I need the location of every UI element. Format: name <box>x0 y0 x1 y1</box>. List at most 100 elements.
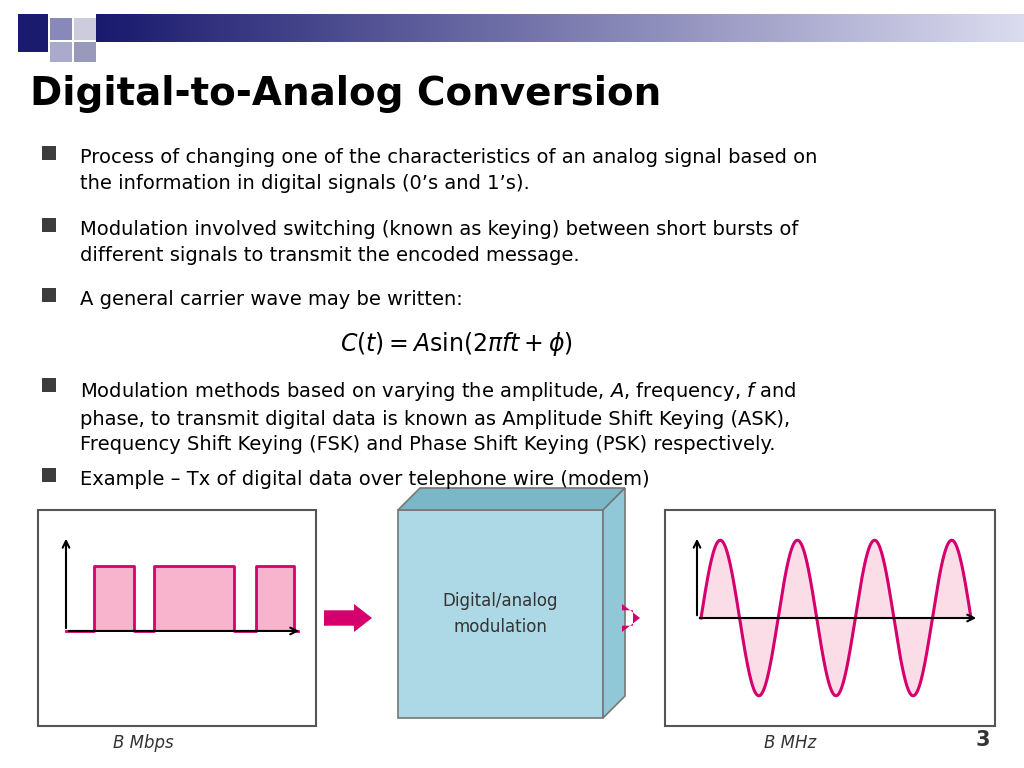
Bar <box>375 14 378 42</box>
Bar <box>798 14 801 42</box>
Bar <box>833 14 836 42</box>
Text: Modulation methods based on varying the amplitude, $A$, frequency, $f$ and
phase: Modulation methods based on varying the … <box>80 380 797 455</box>
Bar <box>557 14 560 42</box>
Bar <box>112 14 115 42</box>
Bar <box>50 42 72 62</box>
Bar <box>102 14 105 42</box>
Bar <box>297 14 300 42</box>
Bar <box>594 14 597 42</box>
Bar <box>455 14 458 42</box>
Bar <box>318 14 322 42</box>
Bar <box>966 14 969 42</box>
Bar <box>715 14 718 42</box>
Bar <box>863 14 866 42</box>
Bar <box>665 510 995 726</box>
Bar <box>167 14 170 42</box>
Bar <box>634 14 637 42</box>
Bar <box>442 14 445 42</box>
Bar <box>501 14 504 42</box>
Bar <box>733 14 736 42</box>
Bar <box>1002 14 1006 42</box>
Bar <box>801 14 805 42</box>
Bar <box>269 14 272 42</box>
Bar <box>396 14 399 42</box>
Bar <box>928 14 931 42</box>
Bar <box>829 14 833 42</box>
Bar <box>649 14 653 42</box>
Bar <box>712 14 715 42</box>
Bar <box>139 14 142 42</box>
Bar <box>239 14 242 42</box>
Bar <box>563 14 566 42</box>
Bar <box>764 14 767 42</box>
Bar <box>591 14 594 42</box>
Bar <box>675 14 678 42</box>
Bar <box>622 14 625 42</box>
Bar <box>164 14 167 42</box>
Bar <box>96 14 99 42</box>
Bar <box>702 14 706 42</box>
Bar <box>185 14 188 42</box>
Bar <box>127 14 130 42</box>
Bar <box>260 14 263 42</box>
Bar <box>934 14 937 42</box>
Bar <box>851 14 854 42</box>
Bar <box>975 14 978 42</box>
Bar <box>922 14 925 42</box>
Bar <box>842 14 845 42</box>
Bar <box>582 14 585 42</box>
Bar <box>860 14 863 42</box>
Bar <box>817 14 820 42</box>
Bar <box>236 14 239 42</box>
Bar <box>984 14 987 42</box>
Bar <box>690 14 693 42</box>
Bar <box>412 14 415 42</box>
Bar <box>74 18 96 40</box>
Bar <box>836 14 839 42</box>
Bar <box>229 14 232 42</box>
Bar <box>188 14 191 42</box>
Bar <box>328 14 331 42</box>
Text: Digital/analog
modulation: Digital/analog modulation <box>442 592 558 636</box>
Bar <box>508 14 511 42</box>
Bar <box>136 14 139 42</box>
Bar <box>511 14 514 42</box>
Bar <box>526 14 529 42</box>
Bar <box>745 14 749 42</box>
Bar <box>585 14 588 42</box>
Bar <box>869 14 872 42</box>
Bar <box>539 14 542 42</box>
Bar <box>356 14 359 42</box>
Bar <box>38 510 316 726</box>
Bar <box>291 14 294 42</box>
Bar <box>340 14 343 42</box>
Bar <box>42 146 56 160</box>
Bar <box>724 14 727 42</box>
Bar <box>191 14 195 42</box>
Bar <box>523 14 526 42</box>
Bar <box>653 14 656 42</box>
Bar <box>504 14 508 42</box>
Bar <box>736 14 739 42</box>
Bar <box>776 14 779 42</box>
Bar <box>953 14 956 42</box>
Bar <box>170 14 173 42</box>
Bar <box>232 14 236 42</box>
Bar <box>606 14 609 42</box>
Bar <box>121 14 124 42</box>
Bar <box>767 14 770 42</box>
Bar <box>969 14 972 42</box>
Bar <box>925 14 928 42</box>
Bar <box>987 14 990 42</box>
Bar <box>282 14 285 42</box>
Bar <box>384 14 387 42</box>
Bar <box>826 14 829 42</box>
Bar <box>133 14 136 42</box>
Bar <box>770 14 773 42</box>
Bar <box>118 14 121 42</box>
Bar <box>956 14 959 42</box>
Bar <box>785 14 788 42</box>
Bar <box>467 14 470 42</box>
Bar <box>663 14 666 42</box>
Text: Example – Tx of digital data over telephone wire (modem): Example – Tx of digital data over teleph… <box>80 470 649 489</box>
